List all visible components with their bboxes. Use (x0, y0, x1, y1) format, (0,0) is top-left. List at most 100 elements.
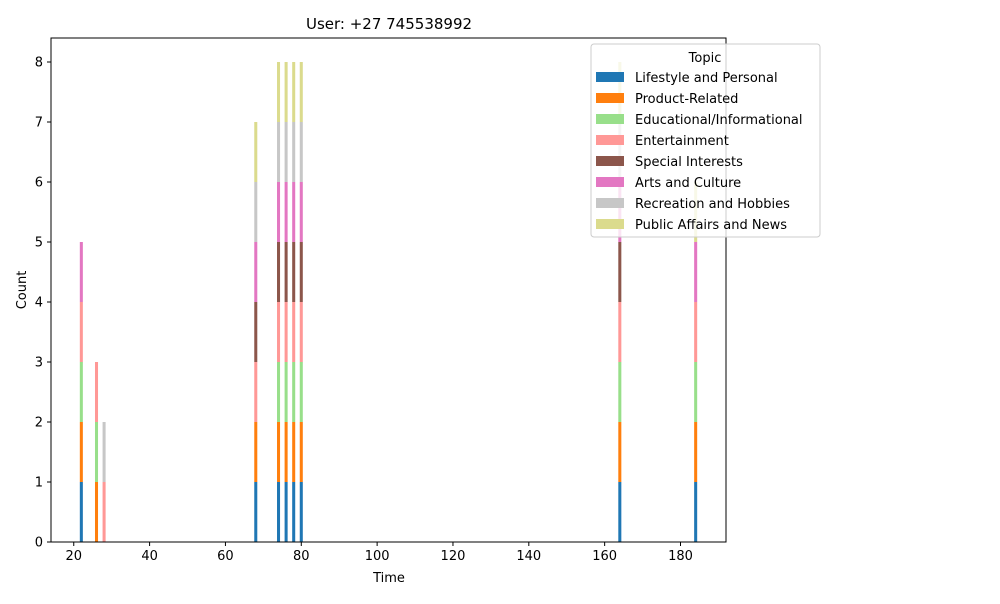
legend-label: Special Interests (635, 155, 743, 170)
y-axis: 0 1 2 3 4 5 6 7 8 (35, 56, 51, 551)
y-tick-label: 0 (35, 536, 43, 551)
legend-label: Public Affairs and News (635, 218, 787, 233)
bar-segment (299, 122, 303, 182)
legend-swatch (596, 219, 624, 229)
bar-segment (299, 62, 303, 122)
bar-segment (299, 302, 303, 362)
y-tick-label: 1 (35, 476, 43, 491)
bar-segment (277, 62, 281, 122)
bar-segment (284, 182, 288, 242)
bar-segment (277, 302, 281, 362)
bar-segment (292, 242, 296, 302)
bar-segment (284, 122, 288, 182)
bar-segment (94, 422, 99, 482)
bar-segment (292, 482, 296, 542)
bar-segment (102, 422, 106, 482)
bar-segment (284, 362, 288, 422)
y-tick-label: 4 (35, 296, 43, 311)
bar-segment (284, 302, 288, 362)
bar-segment (277, 422, 281, 482)
bar-segment (299, 242, 303, 302)
bar-segment (299, 182, 303, 242)
bar-segment (299, 422, 303, 482)
x-tick-label: 40 (141, 549, 158, 564)
bar-segment (94, 362, 99, 422)
bar-segment (618, 242, 622, 302)
bar-segment (292, 362, 296, 422)
bar-segment (694, 482, 698, 542)
bar-segment (277, 182, 281, 242)
bar-segment (79, 362, 83, 422)
legend-swatch (596, 177, 624, 187)
bar-segment (79, 482, 83, 542)
bar-segment (694, 302, 698, 362)
bar-segment (254, 482, 258, 542)
bar-segment (284, 242, 288, 302)
bar-segment (254, 182, 258, 242)
bar-segment (277, 482, 281, 542)
bars-layer (79, 62, 698, 542)
legend-swatch (596, 114, 624, 124)
y-tick-label: 6 (35, 176, 43, 191)
x-tick-label: 120 (441, 549, 466, 564)
y-tick-label: 7 (35, 116, 43, 131)
bar-segment (618, 482, 622, 542)
bar-segment (284, 62, 288, 122)
bar-segment (254, 422, 258, 482)
bar-segment (277, 362, 281, 422)
bar-segment (618, 362, 622, 422)
x-tick-label: 180 (668, 549, 693, 564)
legend-box (590, 43, 821, 238)
bar-segment (94, 482, 99, 542)
bar-segment (694, 422, 698, 482)
x-tick-label: 80 (293, 549, 310, 564)
legend-label: Entertainment (635, 134, 729, 149)
bar-segment (79, 422, 83, 482)
bar-segment (299, 362, 303, 422)
y-axis-label: Count (15, 271, 30, 310)
legend-swatch (596, 72, 624, 82)
x-axis-label: Time (372, 571, 405, 586)
legend: Topic Lifestyle and Personal Product-Rela… (590, 43, 821, 238)
x-axis: 20 40 60 80 100 120 140 160 180 (65, 542, 693, 564)
x-tick-label: 20 (65, 549, 82, 564)
y-tick-label: 5 (35, 236, 43, 251)
legend-label: Educational/Informational (635, 113, 803, 128)
x-tick-label: 160 (592, 549, 617, 564)
bar-segment (277, 122, 281, 182)
x-tick-label: 60 (217, 549, 234, 564)
bar-segment (618, 302, 622, 362)
bar-segment (79, 242, 83, 302)
bar-segment (618, 422, 622, 482)
bar-segment (284, 422, 288, 482)
x-tick-label: 100 (365, 549, 390, 564)
bar-segment (284, 482, 288, 542)
bar-segment (292, 302, 296, 362)
bar-segment (694, 242, 698, 302)
legend-swatch (596, 156, 624, 166)
legend-swatch (596, 93, 624, 103)
bar-segment (292, 122, 296, 182)
bar-segment (292, 182, 296, 242)
bar-segment (254, 122, 258, 182)
y-tick-label: 2 (35, 416, 43, 431)
x-tick-label: 140 (516, 549, 541, 564)
bar-segment (299, 482, 303, 542)
bar-segment (79, 302, 83, 362)
legend-label: Product-Related (635, 92, 738, 107)
bar-segment (102, 482, 106, 542)
bar-segment (277, 242, 281, 302)
legend-label: Lifestyle and Personal (635, 71, 778, 86)
y-tick-label: 8 (35, 56, 43, 71)
bar-segment (694, 362, 698, 422)
bar-segment (292, 62, 296, 122)
bar-segment (292, 422, 296, 482)
legend-title: Topic (688, 51, 722, 66)
legend-swatch (596, 198, 624, 208)
plot-frame (50, 37, 727, 543)
y-tick-label: 3 (35, 356, 43, 371)
bar-segment (254, 302, 258, 362)
legend-label: Arts and Culture (635, 176, 741, 191)
chart-title: User: +27 745538992 (306, 15, 472, 33)
